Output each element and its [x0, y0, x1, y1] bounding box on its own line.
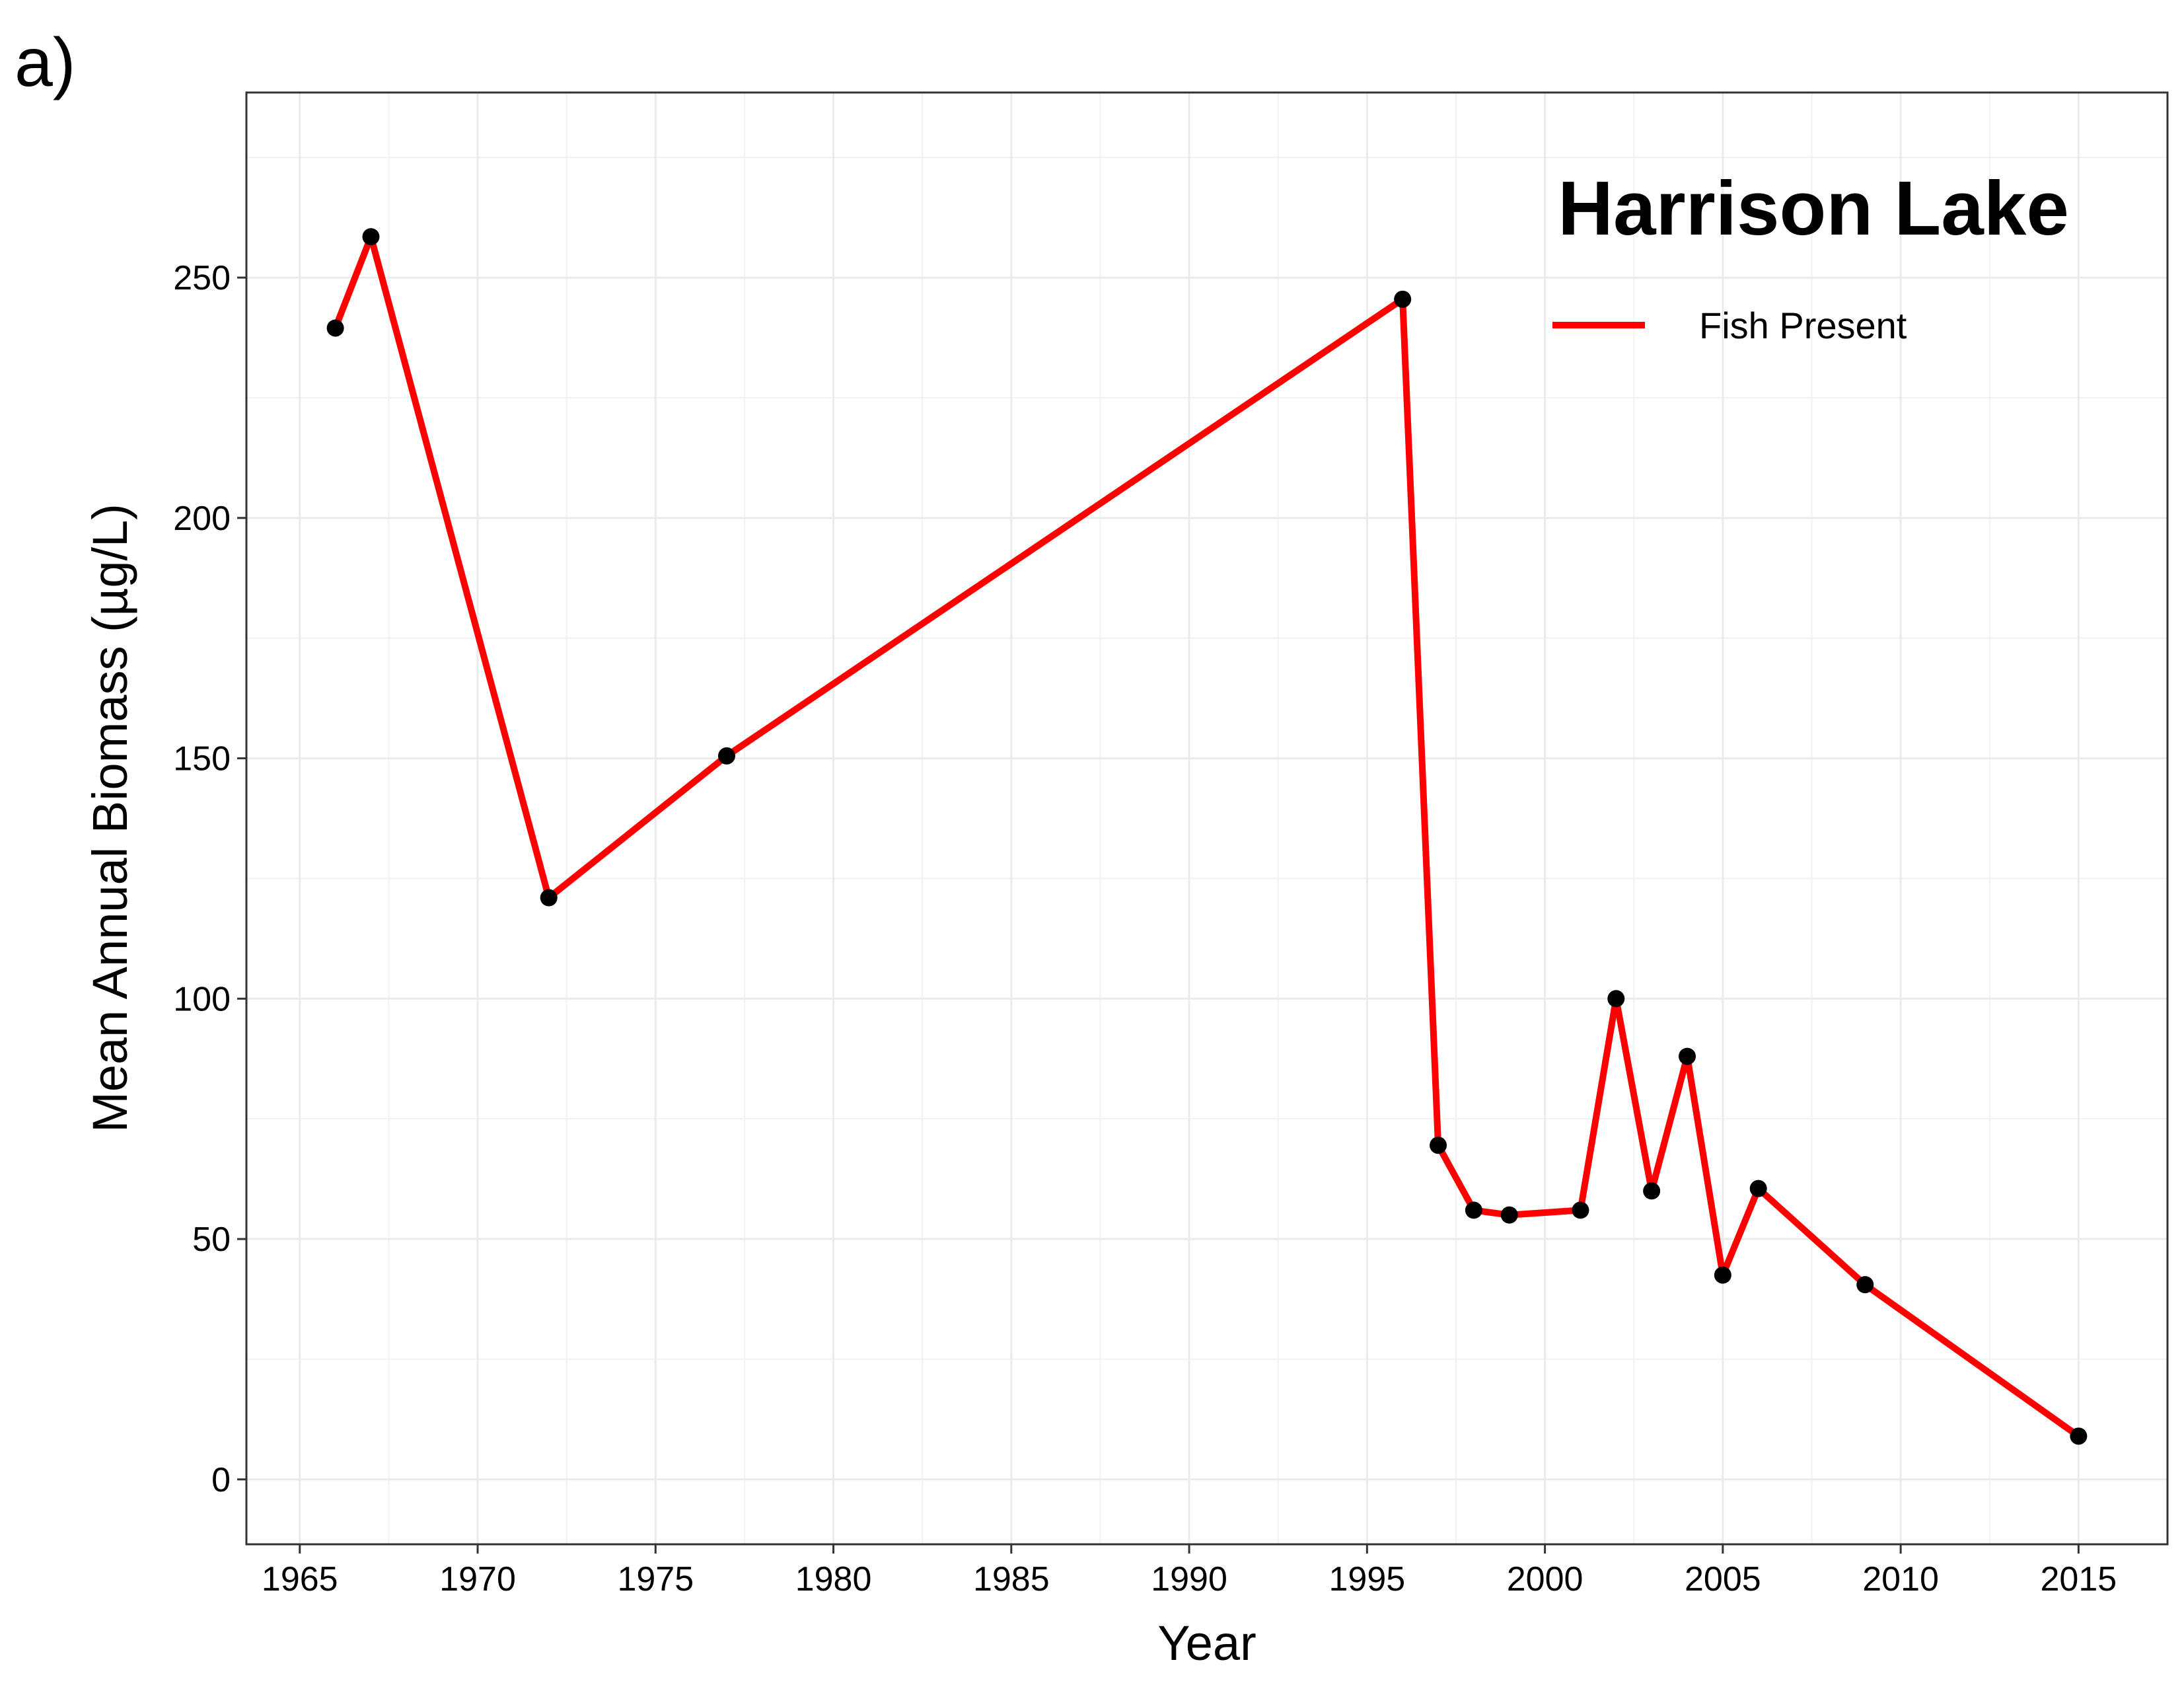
x-tick-label: 1980	[795, 1560, 872, 1598]
data-point	[1465, 1201, 1482, 1219]
data-point	[1430, 1137, 1447, 1154]
panel-label: a)	[15, 24, 75, 101]
x-axis: 1965 1970 1975 1980 1985 1990 1995 2000 2005 2010…	[262, 1544, 2117, 1598]
data-point	[362, 228, 380, 246]
legend-label: Fish Present	[1699, 305, 1907, 346]
y-axis: 0 50 100 150 200 250	[173, 259, 246, 1499]
y-tick-label: 100	[173, 980, 231, 1018]
series-layer	[326, 228, 2088, 1445]
data-point	[718, 747, 735, 765]
major-grid	[246, 93, 2167, 1544]
x-tick-label: 2010	[1862, 1560, 1939, 1598]
y-tick-label: 200	[173, 500, 231, 538]
data-point	[1394, 290, 1412, 308]
y-tick-label: 250	[173, 259, 231, 297]
legend: Fish Present	[1552, 305, 1907, 346]
plot-panel-border	[245, 91, 2169, 1546]
x-tick-label: 1970	[439, 1560, 516, 1598]
data-point	[1500, 1206, 1518, 1224]
y-tick-label: 0	[211, 1461, 231, 1499]
x-tick-label: 1985	[973, 1560, 1050, 1598]
data-point	[540, 889, 558, 907]
data-point	[2070, 1427, 2088, 1445]
data-point	[1856, 1276, 1874, 1294]
data-point	[1643, 1182, 1661, 1200]
minor-grid	[246, 93, 2167, 1544]
x-tick-label: 1975	[617, 1560, 694, 1598]
data-point	[1714, 1266, 1731, 1284]
y-tick-label: 50	[192, 1220, 231, 1259]
x-tick-label: 1995	[1329, 1560, 1405, 1598]
data-point	[326, 319, 344, 337]
x-tick-label: 2000	[1507, 1560, 1583, 1598]
y-tick-label: 150	[173, 740, 231, 778]
data-point	[1679, 1047, 1696, 1065]
data-point	[1572, 1201, 1589, 1219]
x-tick-label: 1965	[262, 1560, 338, 1598]
x-tick-label: 2015	[2041, 1560, 2117, 1598]
data-point	[1607, 990, 1625, 1008]
x-tick-label: 2005	[1685, 1560, 1761, 1598]
y-axis-title: Mean Annual Biomass (µg/L)	[83, 504, 137, 1133]
chart-title: Harrison Lake	[1558, 165, 2069, 251]
series-line	[332, 233, 2082, 1440]
x-tick-label: 1990	[1151, 1560, 1227, 1598]
x-axis-title: Year	[1157, 1616, 1256, 1670]
data-point	[1749, 1180, 1767, 1197]
